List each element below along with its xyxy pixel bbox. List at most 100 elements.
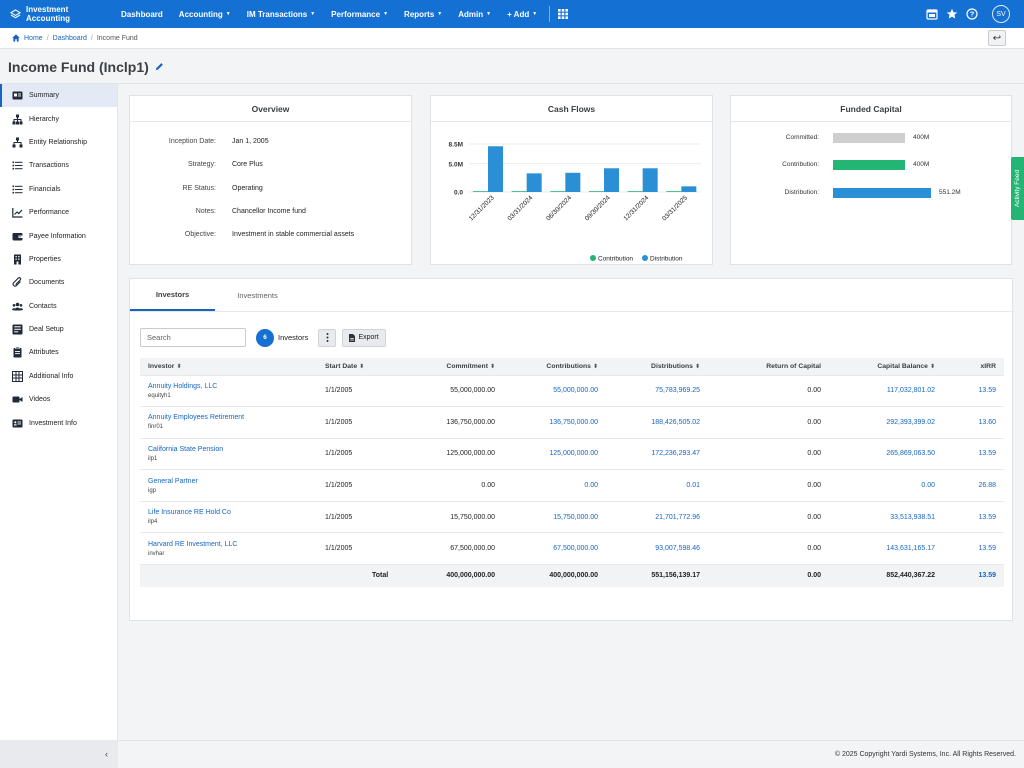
contributions-value[interactable]: 0.00 xyxy=(584,482,598,490)
balance-value[interactable]: 143,631,165.17 xyxy=(886,545,935,553)
distributions-value[interactable]: 188,426,505.02 xyxy=(651,418,700,426)
contributions-value[interactable]: 67,500,000.00 xyxy=(553,545,598,553)
nav-dashboard[interactable]: Dashboard xyxy=(113,0,171,28)
xirr-value[interactable]: 13.59 xyxy=(978,387,996,395)
sidebar-item-summary[interactable]: Summary xyxy=(0,84,117,108)
column-header-capital-balance[interactable]: Capital Balance ⬍ xyxy=(829,358,943,375)
start-cell: 1/1/2005 xyxy=(317,437,412,470)
sidebar-item-entity-relationship[interactable]: Entity Relationship xyxy=(0,131,117,154)
sidebar-item-financials[interactable]: Financials xyxy=(0,178,117,201)
contributions-value[interactable]: 15,750,000.00 xyxy=(553,513,598,521)
search-input[interactable] xyxy=(140,328,246,347)
column-header-distributions[interactable]: Distributions ⬍ xyxy=(606,358,708,375)
nav-accounting[interactable]: Accounting ▼ xyxy=(171,0,239,28)
funded-capital-label: Committed: xyxy=(785,134,819,141)
contributions-value[interactable]: 55,000,000.00 xyxy=(553,387,598,395)
column-header-start-date[interactable]: Start Date ⬍ xyxy=(317,358,412,375)
sidebar-item-additional-info[interactable]: Additional Info xyxy=(0,365,117,388)
sidebar-item-videos[interactable]: Videos xyxy=(0,388,117,411)
xirr-value[interactable]: 26.88 xyxy=(978,482,996,490)
investor-count-label: Investors xyxy=(278,333,309,342)
xirr-value[interactable]: 13.59 xyxy=(978,545,996,553)
column-header-xirr[interactable]: xIRR xyxy=(943,358,1004,375)
commitment-cell: 55,000,000.00 xyxy=(412,374,503,407)
sidebar-collapse-button[interactable]: ‹ xyxy=(0,740,118,768)
xirr-value[interactable]: 13.59 xyxy=(978,450,996,458)
nav-im-transactions[interactable]: IM Transactions ▼ xyxy=(239,0,323,28)
overview-field-value: Jan 1, 2005 xyxy=(232,138,269,145)
tab-investors[interactable]: Investors xyxy=(130,279,215,311)
distributions-value[interactable]: 0.01 xyxy=(686,482,700,490)
distributions-value[interactable]: 75,783,969.25 xyxy=(655,387,700,395)
investor-name-link[interactable]: Harvard RE Investment, LLC xyxy=(148,540,238,548)
windows-icon[interactable] xyxy=(926,8,938,20)
investor-count-badge: 6 xyxy=(256,328,274,347)
investor-name-link[interactable]: Annuity Holdings, LLC xyxy=(148,382,218,390)
table-row[interactable]: General Partner igp 1/1/2005 0.00 0.00 0.01 0.… xyxy=(140,469,1004,502)
edit-pencil-icon[interactable] xyxy=(155,62,164,71)
home-icon[interactable] xyxy=(12,34,20,42)
investor-name-link[interactable]: General Partner xyxy=(148,477,198,485)
apps-grid-icon[interactable] xyxy=(558,9,569,19)
sort-icon: ⬍ xyxy=(929,363,935,370)
contributions-value[interactable]: 136,750,000.00 xyxy=(549,418,598,426)
sidebar-item-documents[interactable]: Documents xyxy=(0,271,117,294)
export-button[interactable]: Export xyxy=(342,328,386,347)
activity-feed-label: Activity Feed xyxy=(1014,169,1021,208)
investor-name-link[interactable]: Annuity Employees Retirement xyxy=(148,414,245,422)
investor-name-link[interactable]: Life Insurance RE Hold Co xyxy=(148,509,231,517)
more-options-button[interactable] xyxy=(318,328,337,347)
distributions-value[interactable]: 93,007,598.46 xyxy=(655,545,700,553)
tab-investments[interactable]: Investments xyxy=(237,290,278,300)
table-row[interactable]: California State Pension ilp1 1/1/2005 125,… xyxy=(140,437,1004,470)
nav-add[interactable]: + Add ▼ xyxy=(499,0,545,28)
balance-value[interactable]: 292,393,399.02 xyxy=(886,418,935,426)
sidebar-item-label: Hierarchy xyxy=(29,115,59,123)
sidebar-item-investment-info[interactable]: Investment Info xyxy=(0,411,117,434)
app-brand[interactable]: Investment Accounting xyxy=(0,5,113,23)
column-header-return-of-capital[interactable]: Return of Capital xyxy=(708,358,829,375)
column-header-investor[interactable]: Investor ⬍ xyxy=(140,358,317,375)
column-header-commitment[interactable]: Commitment ⬍ xyxy=(412,358,503,375)
balance-value[interactable]: 33,513,938.51 xyxy=(890,513,935,521)
sidebar-item-attributes[interactable]: Attributes xyxy=(0,341,117,364)
user-avatar[interactable]: SV xyxy=(992,5,1010,23)
sidebar-item-deal-setup[interactable]: Deal Setup xyxy=(0,318,117,341)
activity-feed-tab[interactable]: Activity Feed xyxy=(1011,157,1024,220)
balance-value[interactable]: 265,869,063.50 xyxy=(886,450,935,458)
breadcrumb-dashboard[interactable]: Dashboard xyxy=(52,34,87,42)
sidebar-item-transactions[interactable]: Transactions xyxy=(0,154,117,177)
nav-reports[interactable]: Reports ▼ xyxy=(396,0,450,28)
balance-value[interactable]: 117,032,801.02 xyxy=(886,387,935,395)
breadcrumb-home[interactable]: Home xyxy=(24,34,43,42)
balance-value[interactable]: 0.00 xyxy=(921,482,935,490)
column-header-contributions[interactable]: Contributions ⬍ xyxy=(503,358,606,375)
table-row[interactable]: Life Insurance RE Hold Co ilp4 1/1/2005 15,… xyxy=(140,500,1004,533)
sort-icon: ⬍ xyxy=(489,363,495,370)
breadcrumb-current: Income Fund xyxy=(96,34,138,42)
contributions-value[interactable]: 125,000,000.00 xyxy=(549,450,598,458)
sidebar-item-properties[interactable]: Properties xyxy=(0,248,117,271)
table-row[interactable]: Annuity Holdings, LLC equityh1 1/1/2005 55,… xyxy=(140,374,1004,407)
sidebar-item-label: Additional Info xyxy=(29,372,74,380)
sidebar-item-payee-information[interactable]: Payee Information xyxy=(0,224,117,247)
sidebar-item-contacts[interactable]: Contacts xyxy=(0,295,117,318)
distributions-cell: 188,426,505.02 xyxy=(606,406,708,439)
xirr-value[interactable]: 13.60 xyxy=(978,418,996,426)
favorites-star-icon[interactable] xyxy=(946,8,958,20)
distributions-value[interactable]: 21,701,772.96 xyxy=(655,513,700,521)
xirr-value[interactable]: 13.59 xyxy=(978,513,996,521)
back-button[interactable]: ↩ xyxy=(988,30,1006,46)
start-cell: 1/1/2005 xyxy=(317,532,412,565)
distributions-value[interactable]: 172,236,293.47 xyxy=(651,450,700,458)
sidebar-item-hierarchy[interactable]: Hierarchy xyxy=(0,107,117,130)
nav-item-label: Dashboard xyxy=(121,9,163,19)
sidebar-item-performance[interactable]: Performance xyxy=(0,201,117,224)
table-row[interactable]: Harvard RE Investment, LLC invhar 1/1/2005… xyxy=(140,532,1004,565)
investor-name-link[interactable]: California State Pension xyxy=(148,445,224,453)
help-icon[interactable]: ? xyxy=(966,8,978,20)
breadcrumb: Home / Dashboard / Income Fund ↩ xyxy=(0,28,1024,49)
nav-performance[interactable]: Performance ▼ xyxy=(323,0,396,28)
table-row[interactable]: Annuity Employees Retirement finr01 1/1/20… xyxy=(140,406,1004,439)
nav-admin[interactable]: Admin ▼ xyxy=(450,0,499,28)
